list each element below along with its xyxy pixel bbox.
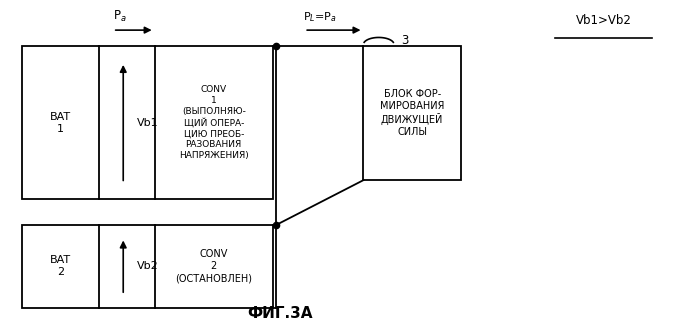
- Text: CONV
1
(ВЫПОЛНЯЮ-
ЩИЙ ОПЕРА-
ЦИЮ ПРЕОБ-
РАЗОВАНИЯ
НАПРЯЖЕНИЯ): CONV 1 (ВЫПОЛНЯЮ- ЩИЙ ОПЕРА- ЦИЮ ПРЕОБ- …: [179, 85, 249, 160]
- Text: CONV
2
(ОСТАНОВЛЕН): CONV 2 (ОСТАНОВЛЕН): [175, 249, 252, 283]
- Bar: [154, 46, 273, 199]
- Text: Vb1: Vb1: [137, 118, 159, 128]
- Text: BAT
1: BAT 1: [50, 112, 71, 134]
- Text: P$_L$=P$_a$: P$_L$=P$_a$: [303, 10, 337, 24]
- Text: БЛОК ФОР-
МИРОВАНИЯ
ДВИЖУЩЕЙ
СИЛЫ: БЛОК ФОР- МИРОВАНИЯ ДВИЖУЩЕЙ СИЛЫ: [380, 89, 445, 137]
- Bar: [363, 46, 461, 180]
- Text: P$_a$: P$_a$: [113, 9, 127, 24]
- Text: Vb1>Vb2: Vb1>Vb2: [576, 14, 632, 27]
- Text: Vb2: Vb2: [137, 261, 159, 271]
- Bar: [22, 46, 99, 199]
- Bar: [22, 225, 99, 308]
- Bar: [154, 225, 273, 308]
- Text: 3: 3: [401, 34, 408, 47]
- Text: ФИГ.3А: ФИГ.3А: [247, 306, 312, 321]
- Text: BAT
2: BAT 2: [50, 255, 71, 277]
